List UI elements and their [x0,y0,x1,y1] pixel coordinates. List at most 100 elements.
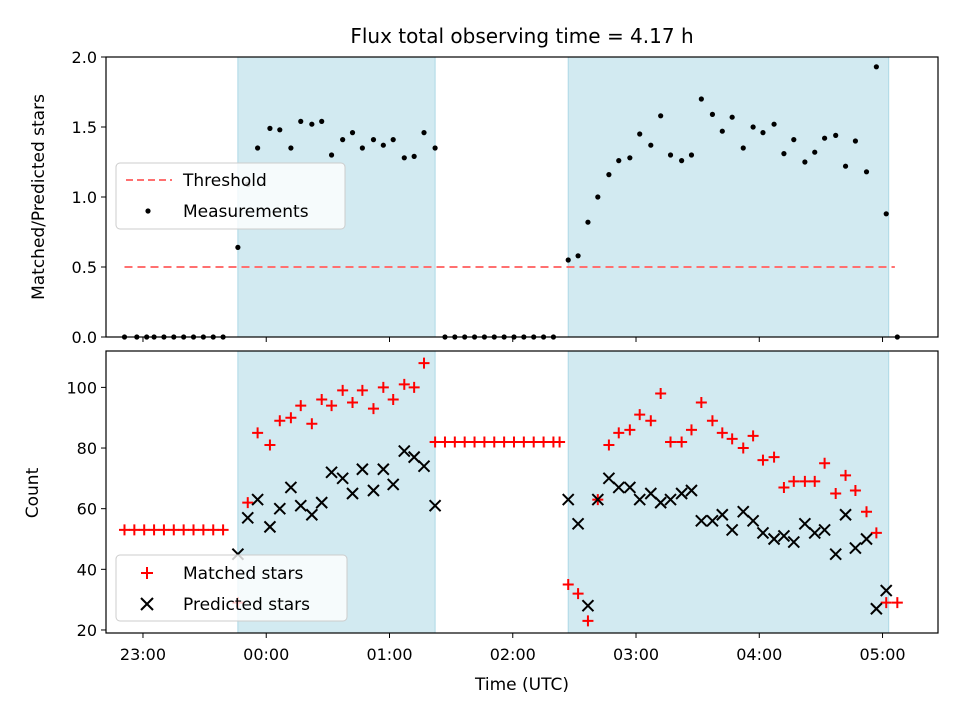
predicted-star-point [880,584,893,597]
predicted-star-point [294,499,307,512]
measurement-point [648,142,654,148]
measurement-point [235,244,241,250]
y-tick-label: 60 [77,500,97,519]
bottom-panel: 20 40 60 80 100 23:00 00:00 01:00 02:00 03:00 04:… [23,350,939,695]
bottom-legend-box [115,554,348,622]
measurement-point [873,64,879,70]
legend-predicted-swatch [140,597,154,611]
matched-star-point [562,578,574,590]
predicted-star-point [623,481,637,494]
predicted-star-point [798,517,812,531]
matched-star-point [603,439,615,451]
top-legend-box [115,162,346,230]
measurement-point [750,124,756,130]
matched-star-point [316,394,328,406]
matched-star-point [242,497,254,509]
measurement-point [781,151,787,157]
predicted-star-point [407,450,421,464]
matched-star-point [398,378,410,390]
predicted-star-point [716,508,729,521]
matched-star-point [377,381,389,393]
measurement-point [719,128,725,134]
y-tick-label: 40 [77,560,97,579]
top-x-ticks [142,337,884,342]
measurement-point [288,145,294,151]
matched-star-point [367,403,379,415]
matched-star-point [840,469,852,481]
predicted-star-point [860,532,873,546]
matched-star-point [518,436,530,448]
x-axis-label: Time (UTC) [474,675,569,695]
measurement-point [411,153,417,159]
predicted-star-point [346,487,359,500]
matched-star-point [528,436,540,448]
matched-star-point [128,524,140,536]
predicted-star-point [808,526,821,540]
matched-star-point [306,418,318,430]
matched-star-point [655,387,667,399]
x-tick-label: 03:00 [613,645,659,664]
matched-star-point [168,524,180,536]
matched-star-point [387,394,399,406]
matched-star-point [197,524,209,536]
top-legend: Threshold Measurements [115,162,346,230]
matched-star-point [747,430,759,442]
measurement-point [883,211,889,217]
matched-star-point [891,597,903,609]
matched-star-point [613,427,625,439]
matched-star-point [880,597,892,609]
measurement-point [729,114,735,120]
measurement-point [319,118,325,124]
measurement-point [688,152,695,158]
legend-measurement-swatch [145,208,151,214]
predicted-star-point [581,599,595,612]
y-tick-label: 100 [66,378,97,397]
top-panel: 0.00.51.01.52.0 Matched/Predicted stars … [29,48,939,347]
predicted-star-point [737,505,750,518]
predicted-star-point [870,602,883,615]
x-tick-label: 04:00 [736,645,782,664]
predicted-star-point [386,478,400,491]
bottom-y-ticks: 20 40 60 80 100 [66,378,106,640]
predicted-star-point [336,472,349,485]
measurement-point [802,159,808,165]
matched-star-point [685,424,697,436]
predicted-star-point [767,532,781,546]
matched-star-point [508,436,520,448]
measurement-point [833,132,839,138]
bottom-y-axis-label: Count [23,467,43,518]
predicted-star-point [377,463,390,476]
x-tick-label: 01:00 [366,645,412,664]
matched-star-point [459,436,471,448]
predicted-star-point [787,535,800,549]
matched-star-point [285,412,297,424]
measurement-point [359,145,365,151]
predicted-star-point [562,493,575,506]
measurement-point [812,149,818,155]
matched-star-point [768,451,780,463]
predicted-star-point [756,526,770,540]
matched-star-point [645,415,657,427]
predicted-star-point [839,508,852,521]
predicted-star-point [633,493,646,506]
matched-star-point [757,454,769,466]
predicted-star-point [356,463,369,476]
x-tick-label: 00:00 [243,645,289,664]
matched-star-point [676,436,688,448]
predicted-star-point [417,460,431,473]
matched-star-point [870,527,882,539]
predicted-star-point [725,523,739,537]
y-tick-label: 0.0 [72,328,97,347]
matched-star-point [830,488,842,500]
predicted-star-point [695,514,708,528]
legend-threshold-label: Threshold [182,171,267,191]
matched-star-point [799,475,811,487]
measurement-point [309,121,315,127]
matched-star-point [582,615,594,627]
predicted-star-point [251,493,264,506]
matched-star-point [737,442,749,454]
matched-star-point [478,436,490,448]
matched-star-point [118,524,130,536]
measurement-point [863,169,870,175]
measurement-point [370,137,377,143]
